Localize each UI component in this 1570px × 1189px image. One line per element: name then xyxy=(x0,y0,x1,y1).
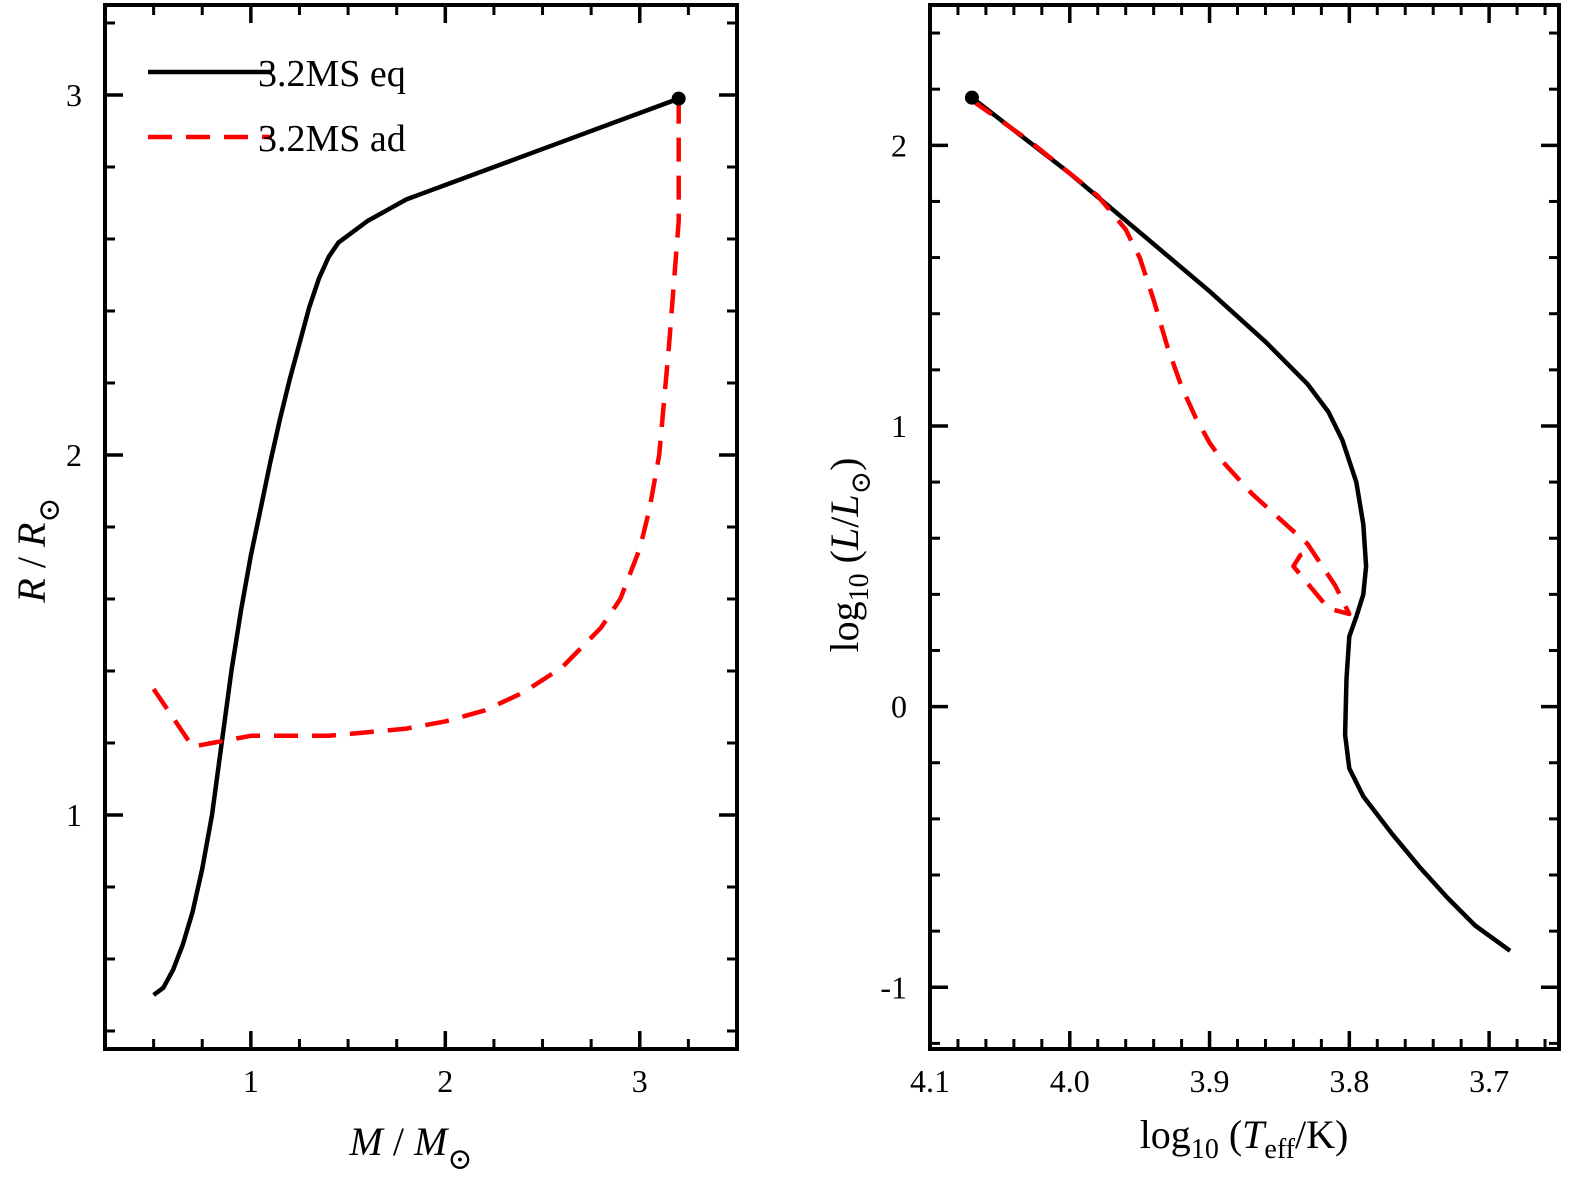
mass-radius-x-tick-label: 2 xyxy=(437,1063,453,1099)
mass-radius-series xyxy=(151,96,681,997)
mass-radius-series-eq xyxy=(152,96,680,997)
hr-diagram-y-axis-title: log10 (L/L⊙) xyxy=(822,458,877,653)
mass-radius-x-tick-label: 3 xyxy=(632,1063,648,1099)
mass-radius-panel: 1 2 3 1 2 3 3.2MS eq 3.2MS ad M / M⊙ R / R⊙ xyxy=(9,3,739,1176)
mass-radius-y-tick-label: 2 xyxy=(66,437,82,473)
hr-diagram-y-tick-label: -1 xyxy=(880,969,907,1005)
hr-diagram-series-eq xyxy=(970,95,1512,953)
mass-radius-markers xyxy=(671,91,686,106)
hr-diagram-y-tick-label: 1 xyxy=(891,408,907,444)
hr-diagram-x-tick-label: 3.9 xyxy=(1190,1063,1230,1099)
hr-diagram-x-axis-title: log10 (Teff/K) xyxy=(1140,1112,1349,1165)
mass-radius-y-tick-label: 1 xyxy=(66,797,82,833)
hr-diagram-y-tick-label: 0 xyxy=(891,689,907,725)
hr-diagram-series xyxy=(970,95,1512,953)
mass-radius-x-axis-title: M / M⊙ xyxy=(349,1119,473,1176)
hr-diagram-ticks: 4.1 4.0 3.9 3.8 3.7 -1 0 1 2 xyxy=(880,5,1559,1099)
legend: 3.2MS eq 3.2MS ad xyxy=(148,53,406,160)
hr-diagram-x-tick-label: 4.0 xyxy=(1050,1063,1090,1099)
legend-eq-label: 3.2MS eq xyxy=(258,53,406,95)
hr-diagram-x-tick-label: 3.7 xyxy=(1469,1063,1509,1099)
mass-radius-series-ad xyxy=(151,98,681,749)
hr-diagram-panel: 4.1 4.0 3.9 3.8 3.7 -1 0 1 2 log10 (Teff/K) log1… xyxy=(822,3,1561,1165)
hr-diagram-endpoint-marker xyxy=(964,90,979,105)
hr-diagram-x-tick-label: 3.8 xyxy=(1329,1063,1369,1099)
mass-radius-y-tick-label: 3 xyxy=(66,77,82,113)
mass-radius-plot-frame xyxy=(103,3,739,1051)
hr-diagram-x-tick-label: 4.1 xyxy=(910,1063,950,1099)
hr-diagram-series-ad xyxy=(970,98,1352,617)
mass-radius-endpoint-marker xyxy=(671,91,686,106)
hr-diagram-plot-frame xyxy=(928,3,1561,1051)
mass-radius-x-tick-label: 1 xyxy=(243,1063,259,1099)
legend-ad-label: 3.2MS ad xyxy=(258,118,406,160)
hr-diagram-y-tick-label: 2 xyxy=(891,127,907,163)
hr-diagram-markers xyxy=(964,90,979,105)
mass-radius-y-axis-title: R / R⊙ xyxy=(9,497,66,603)
